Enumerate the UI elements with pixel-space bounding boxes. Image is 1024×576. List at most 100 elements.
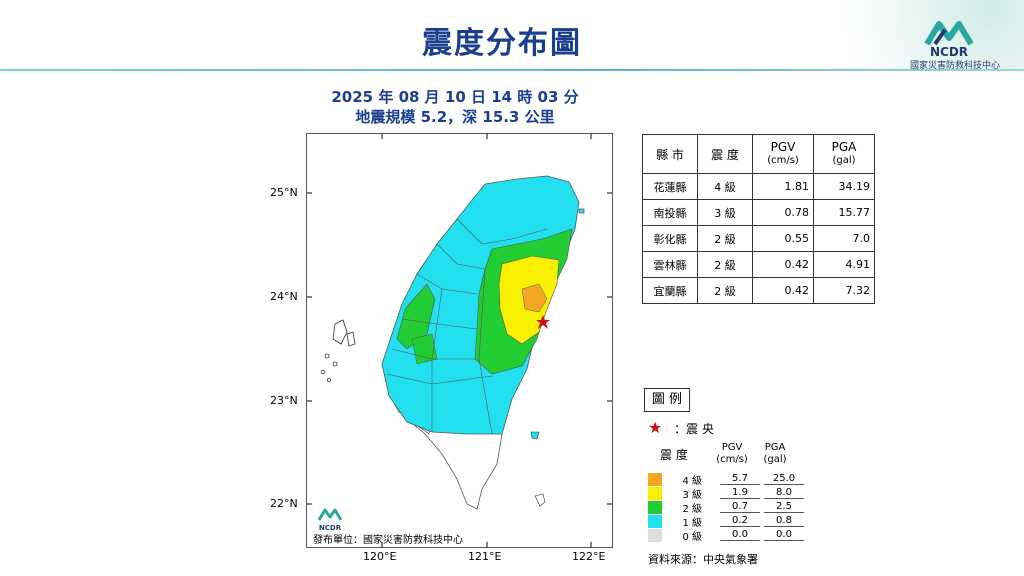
legend-level-pga: 0.8: [764, 515, 804, 527]
table-row: 宜蘭縣 2 級 0.42 7.32: [642, 277, 875, 304]
intensity-map: NCDR 發布單位：國家災害防救科技中心: [306, 133, 613, 548]
legend-level-row: 2 級 0.7 2.5: [648, 500, 804, 515]
legend-epicenter: ★ ：震 央: [648, 418, 798, 438]
publisher-logo-icon: NCDR: [317, 508, 343, 532]
legend-level-label: 3 級: [682, 489, 702, 501]
table-cell-pgv: 0.78: [752, 199, 814, 226]
table-cell-pgv: 0.42: [752, 277, 814, 304]
legend-swatch-4: [648, 472, 662, 486]
table-cell-pga: 15.77: [813, 199, 875, 226]
org-name: 國家災害防救科技中心: [909, 61, 1000, 71]
legend-pgv-unit: (cm/s): [716, 454, 748, 465]
table-row: 雲林縣 2 級 0.42 4.91: [642, 251, 875, 278]
legend-level-pgv: 1.9: [720, 487, 760, 499]
table-cell-intensity: 2 級: [697, 225, 753, 252]
legend-pga-header: PGA (gal): [755, 442, 795, 466]
lat-label-22: 22°N: [270, 497, 298, 510]
legend-level-label: 2 級: [682, 503, 702, 515]
legend-level-row: 3 級 1.9 8.0: [648, 486, 804, 501]
lat-label-25: 25°N: [270, 186, 298, 199]
table-cell-pgv: 0.55: [752, 225, 814, 252]
map-region-level4: [521, 283, 548, 313]
publisher-logo-text: NCDR: [319, 524, 342, 532]
legend-swatch-0: [648, 528, 662, 542]
intensity-table: 縣 市 震 度 PGV (cm/s) PGA (gal) 花蓮縣 4 級 1.8…: [642, 134, 875, 304]
header-divider: [0, 69, 1024, 71]
legend-level-row: 0 級 0.0 0.0: [648, 528, 804, 543]
legend-epicenter-star-icon: ★: [648, 418, 663, 437]
map-region-level2-west: [396, 283, 436, 350]
legend-swatch-1: [648, 514, 662, 528]
legend-pga-label: PGA: [764, 442, 786, 453]
legend-level-pga: 25.0: [764, 473, 804, 485]
table-cell-county: 彰化縣: [642, 225, 698, 252]
publisher-label: 發布單位：國家災害防救科技中心: [313, 535, 463, 546]
lon-label-121: 121°E: [468, 550, 502, 563]
map-island-guishan: [578, 208, 585, 214]
table-header-county: 縣 市: [642, 134, 698, 174]
legend-pgv-header: PGV (cm/s): [712, 442, 752, 466]
table-cell-pga: 4.91: [813, 251, 875, 278]
legend-level-pga: 8.0: [764, 487, 804, 499]
legend-level-pgv: 0.7: [720, 501, 760, 513]
table-row: 南投縣 3 級 0.78 15.77: [642, 199, 875, 226]
legend-level-pga: 2.5: [764, 501, 804, 513]
table-row: 彰化縣 2 級 0.55 7.0: [642, 225, 875, 252]
table-header-pga-unit: (gal): [832, 155, 856, 166]
table-header-pgv: PGV (cm/s): [752, 134, 814, 174]
legend-level-pgv: 0.0: [720, 529, 760, 541]
legend-swatch-3: [648, 486, 662, 500]
event-datetime: 2025 年 08 月 10 日 14 時 03 分: [331, 88, 579, 106]
table-cell-pga: 7.0: [813, 225, 875, 252]
data-source: 資料來源：中央氣象署: [648, 553, 758, 566]
lon-label-122: 122°E: [572, 550, 606, 563]
legend-level-pgv: 5.7: [720, 473, 760, 485]
table-header-pgv-unit: (cm/s): [767, 155, 799, 166]
map-island-green: [530, 431, 540, 440]
legend-pga-unit: (gal): [763, 454, 787, 465]
map-penghu: [320, 319, 356, 382]
table-cell-pgv: 1.81: [752, 173, 814, 200]
map-island-orchid: [534, 493, 546, 507]
table-header-intensity: 震 度: [697, 134, 753, 174]
table-cell-county: 南投縣: [642, 199, 698, 226]
table-header-pgv-label: PGV: [770, 140, 796, 154]
table-cell-intensity: 4 級: [697, 173, 753, 200]
table-cell-county: 宜蘭縣: [642, 277, 698, 304]
legend-level-row: 1 級 0.2 0.8: [648, 514, 804, 529]
legend-epicenter-label: ：震 央: [674, 422, 714, 436]
table-cell-pga: 7.32: [813, 277, 875, 304]
legend-swatch-2: [648, 500, 662, 514]
legend-level-row: 4 級 5.7 25.0: [648, 472, 804, 487]
header-decoration: [790, 0, 1024, 70]
intensity-table-wrap: 縣 市 震 度 PGV (cm/s) PGA (gal) 花蓮縣 4 級 1.8…: [642, 134, 875, 304]
legend-title: 圖 例: [644, 388, 690, 412]
table-cell-county: 花蓮縣: [642, 173, 698, 200]
legend-level-label: 1 級: [682, 517, 702, 529]
lon-label-120: 120°E: [363, 550, 397, 563]
table-cell-county: 雲林縣: [642, 251, 698, 278]
epicenter-star-icon: [536, 315, 550, 329]
table-header-pga: PGA (gal): [813, 134, 875, 174]
table-cell-intensity: 2 級: [697, 251, 753, 278]
legend-pgv-label: PGV: [721, 442, 743, 453]
ncdr-logo-icon: NCDR: [924, 21, 974, 59]
legend-level-pgv: 0.2: [720, 515, 760, 527]
ncdr-logo: NCDR: [915, 18, 1005, 74]
lat-label-24: 24°N: [270, 290, 298, 303]
page-title: 震度分布圖: [422, 26, 582, 61]
legend-levels: 4 級 5.7 25.0 3 級 1.9 8.0 2 級 0.7 2.5 1 級…: [648, 472, 804, 543]
legend-level-label: 4 級: [682, 475, 702, 487]
ncdr-logo-text: NCDR: [930, 45, 968, 58]
legend-level-pga: 0.0: [764, 529, 804, 541]
table-cell-intensity: 2 級: [697, 277, 753, 304]
taiwan-intensity-map: NCDR: [307, 134, 612, 547]
legend-intensity-header: 震 度: [660, 448, 688, 462]
event-magnitude-depth: 地震規模 5.2，深 15.3 公里: [355, 108, 555, 126]
table-cell-pga: 34.19: [813, 173, 875, 200]
lat-label-23: 23°N: [270, 394, 298, 407]
table-cell-pgv: 0.42: [752, 251, 814, 278]
legend-level-label: 0 級: [682, 531, 702, 543]
table-row: 花蓮縣 4 級 1.81 34.19: [642, 173, 875, 200]
table-cell-intensity: 3 級: [697, 199, 753, 226]
